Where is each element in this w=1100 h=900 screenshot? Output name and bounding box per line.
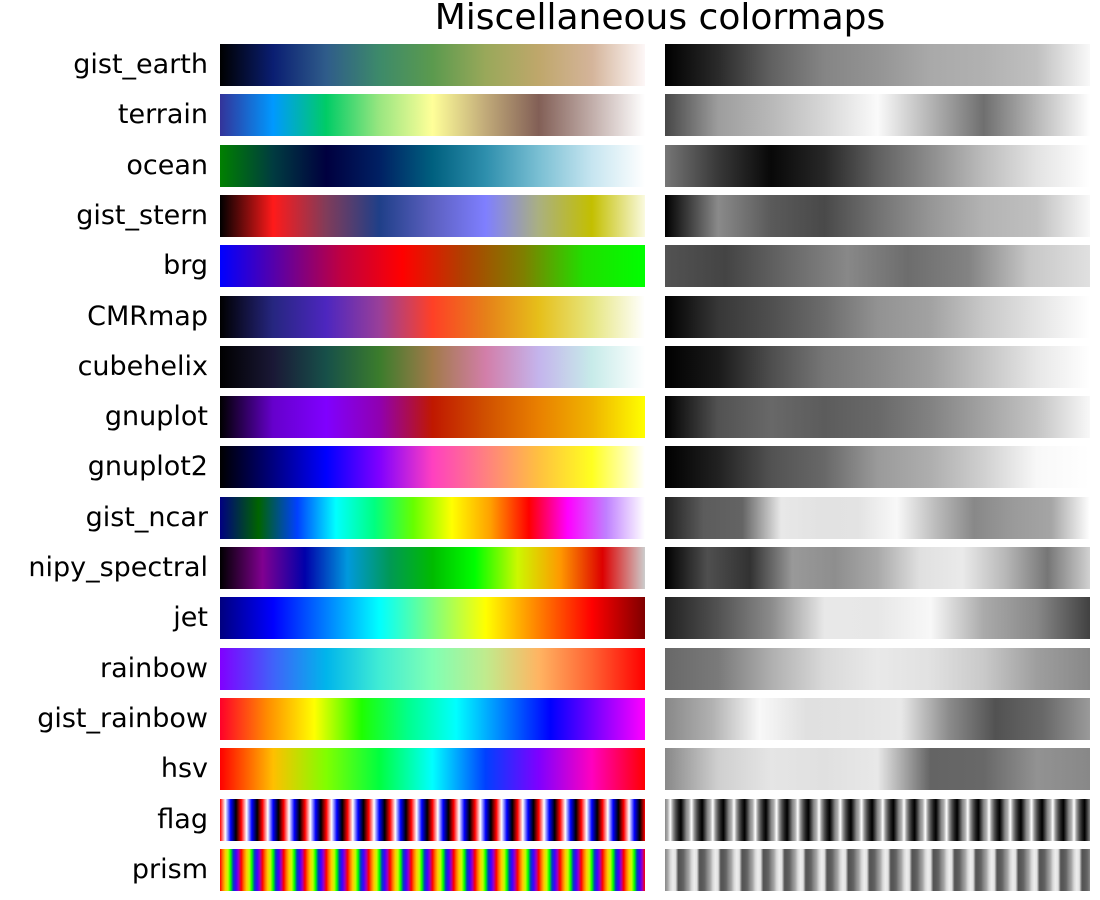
- colormap-row: gist_rainbow: [0, 698, 1100, 740]
- colormap-bar-grayscale: [665, 396, 1090, 438]
- colormap-bar-color: [220, 195, 645, 237]
- colormap-label: gnuplot2: [87, 451, 208, 482]
- colormap-bar-grayscale: [665, 497, 1090, 539]
- colormap-label: hsv: [160, 753, 208, 784]
- colormap-bar-grayscale: [665, 145, 1090, 187]
- colormap-row: prism: [0, 849, 1100, 891]
- colormap-bar-color: [220, 799, 645, 841]
- colormap-bar-grayscale: [665, 648, 1090, 690]
- colormap-bar-grayscale: [665, 446, 1090, 488]
- colormap-bar-grayscale: [665, 94, 1090, 136]
- colormap-bar-color: [220, 547, 645, 589]
- colormap-label: nipy_spectral: [28, 552, 208, 583]
- chart-title: Miscellaneous colormaps: [434, 0, 886, 38]
- colormap-bar-grayscale: [665, 195, 1090, 237]
- colormap-bar-grayscale: [665, 245, 1090, 287]
- colormap-bar-color: [220, 296, 645, 338]
- colormap-row: terrain: [0, 94, 1100, 136]
- colormap-label: brg: [163, 250, 208, 281]
- colormap-bar-grayscale: [665, 296, 1090, 338]
- colormap-label: CMRmap: [87, 301, 208, 332]
- colormap-row: gist_ncar: [0, 497, 1100, 539]
- colormap-bar-color: [220, 245, 645, 287]
- colormap-bar-color: [220, 748, 645, 790]
- colormap-row: gist_stern: [0, 195, 1100, 237]
- colormap-bar-color: [220, 346, 645, 388]
- colormap-label: flag: [157, 804, 208, 835]
- colormap-label: ocean: [126, 150, 208, 181]
- colormap-bar-grayscale: [665, 547, 1090, 589]
- colormap-row: rainbow: [0, 648, 1100, 690]
- colormap-bar-grayscale: [665, 698, 1090, 740]
- colormap-row: gnuplot2: [0, 446, 1100, 488]
- colormap-bar-color: [220, 94, 645, 136]
- colormap-bar-grayscale: [665, 346, 1090, 388]
- colormap-bar-color: [220, 396, 645, 438]
- colormap-bar-color: [220, 44, 645, 86]
- colormap-bar-color: [220, 145, 645, 187]
- colormap-row: jet: [0, 597, 1100, 639]
- colormap-row: hsv: [0, 748, 1100, 790]
- colormap-label: cubehelix: [77, 351, 208, 382]
- colormap-row: CMRmap: [0, 296, 1100, 338]
- colormap-label: gnuplot: [104, 401, 208, 432]
- colormap-label: gist_stern: [76, 200, 208, 231]
- colormap-bar-color: [220, 597, 645, 639]
- colormap-bar-color: [220, 849, 645, 891]
- colormap-label: terrain: [117, 99, 208, 130]
- colormap-row: cubehelix: [0, 346, 1100, 388]
- colormap-bar-grayscale: [665, 44, 1090, 86]
- colormap-bar-grayscale: [665, 748, 1090, 790]
- colormap-label: rainbow: [100, 653, 208, 684]
- colormap-row: nipy_spectral: [0, 547, 1100, 589]
- colormap-bar-color: [220, 698, 645, 740]
- colormap-row: ocean: [0, 145, 1100, 187]
- colormap-label: prism: [131, 854, 208, 885]
- colormap-bar-grayscale: [665, 849, 1090, 891]
- colormap-row: flag: [0, 799, 1100, 841]
- colormap-label: gist_earth: [73, 49, 208, 80]
- colormap-bar-color: [220, 446, 645, 488]
- colormap-row: brg: [0, 245, 1100, 287]
- colormap-bar-color: [220, 497, 645, 539]
- colormap-bar-grayscale: [665, 597, 1090, 639]
- colormap-row: gist_earth: [0, 44, 1100, 86]
- colormap-label: gist_ncar: [85, 502, 208, 533]
- colormap-bar-grayscale: [665, 799, 1090, 841]
- colormap-row: gnuplot: [0, 396, 1100, 438]
- colormap-bar-color: [220, 648, 645, 690]
- colormap-label: gist_rainbow: [37, 703, 208, 734]
- colormap-label: jet: [173, 602, 208, 633]
